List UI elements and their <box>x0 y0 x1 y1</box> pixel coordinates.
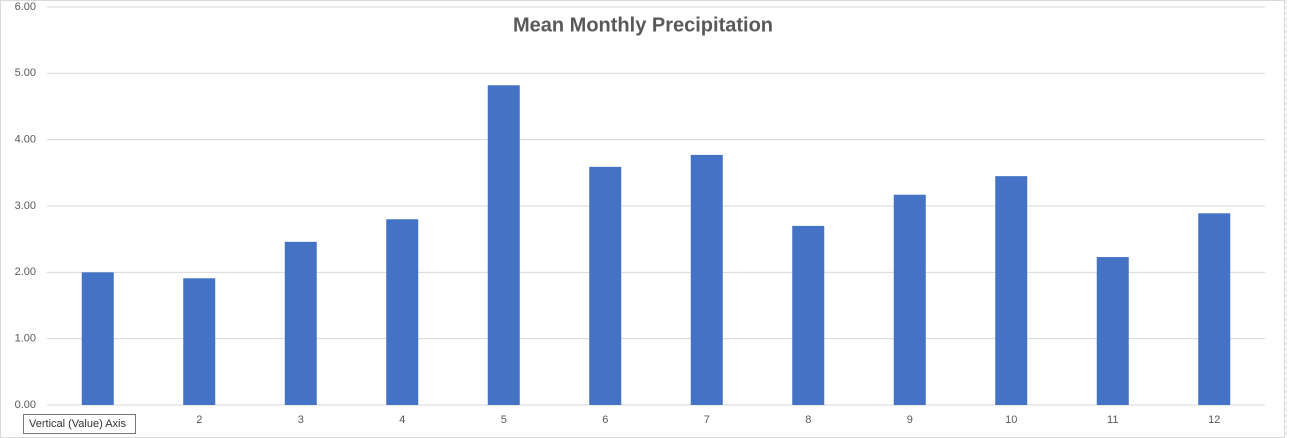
bar <box>487 85 520 406</box>
bar <box>1096 257 1129 405</box>
bar <box>589 166 622 405</box>
x-tick-label: 10 <box>1005 414 1017 426</box>
y-tick-label: 2.00 <box>15 266 36 278</box>
x-tick-label: 3 <box>298 414 304 426</box>
y-tick-label: 5.00 <box>15 67 36 79</box>
x-tick-label: 7 <box>704 414 710 426</box>
x-tick-label: 8 <box>805 414 811 426</box>
bar <box>792 225 825 405</box>
bar <box>81 272 114 405</box>
y-tick-label: 3.00 <box>15 200 36 212</box>
x-tick-label: 6 <box>602 414 608 426</box>
y-tick-label: 0.00 <box>15 399 36 411</box>
bar <box>386 219 419 405</box>
bar <box>183 278 216 405</box>
x-tick-label: 11 <box>1107 414 1118 426</box>
y-tick-label: 6.00 <box>15 1 36 13</box>
bar <box>893 194 926 405</box>
x-tick-label: 4 <box>399 414 405 426</box>
x-tick-label: 12 <box>1208 414 1220 426</box>
x-tick-label: 9 <box>907 414 913 426</box>
bar <box>1198 213 1231 405</box>
bar <box>995 176 1028 405</box>
bar <box>284 241 317 405</box>
y-tick-label: 4.00 <box>15 134 36 146</box>
tooltip: Vertical (Value) Axis <box>23 414 136 434</box>
bar <box>690 154 723 405</box>
tooltip-box <box>23 414 136 434</box>
tooltip-text: Vertical (Value) Axis <box>29 418 127 430</box>
x-tick-label: 5 <box>501 414 507 426</box>
y-tick-label: 1.00 <box>15 333 36 345</box>
x-tick-label: 2 <box>196 414 202 426</box>
chart-title: Mean Monthly Precipitation <box>513 14 773 36</box>
